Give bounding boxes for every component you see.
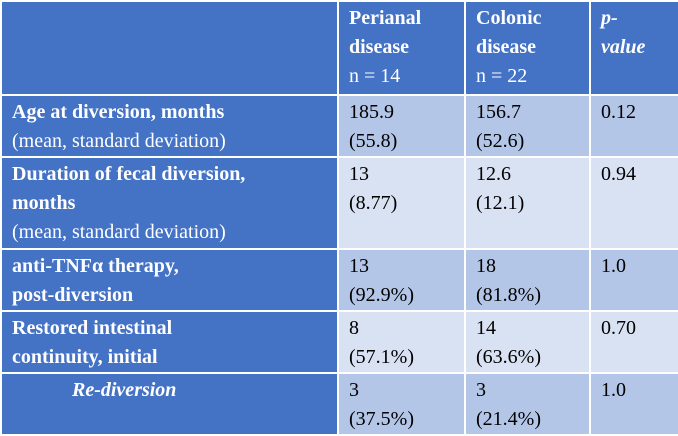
- row-label-line1: Age at diversion, months: [12, 101, 225, 123]
- cell-perianal: 3 (37.5%): [337, 372, 466, 436]
- row-label-line1: Duration of fecal diversion,: [12, 163, 246, 185]
- cell-p-value: 0.70: [589, 310, 678, 374]
- cell-value: 14: [476, 317, 496, 339]
- cell-value: 13: [349, 255, 369, 277]
- cell-colonic: 3 (21.4%): [464, 372, 591, 436]
- cell-value: 12.6: [476, 163, 511, 185]
- cell-detail: (57.1%): [349, 346, 414, 368]
- table-row-age: Age at diversion, months (mean, standard…: [0, 94, 678, 158]
- cell-p-value: 0.12: [589, 94, 678, 158]
- cell-detail: (12.1): [476, 192, 525, 214]
- header-perianal: Perianal disease n = 14: [337, 0, 466, 96]
- row-label-sub: (mean, standard deviation): [12, 221, 226, 243]
- header-perianal-line1: Perianal: [349, 7, 422, 29]
- row-label-line2: post-diversion: [12, 284, 134, 306]
- cell-value: 3: [476, 379, 486, 401]
- cell-p-value: 1.0: [589, 372, 678, 436]
- cell-value: 8: [349, 317, 359, 339]
- cell-perianal: 13 (8.77): [337, 156, 466, 250]
- row-label-age: Age at diversion, months (mean, standard…: [0, 94, 339, 158]
- table-row-restored: Restored intestinal continuity, initial …: [0, 310, 678, 374]
- header-p-value-line2: value: [601, 36, 646, 58]
- cell-detail: (8.77): [349, 192, 398, 214]
- row-label-line2: months: [12, 192, 76, 214]
- table-row-anti-tnf: anti-TNFα therapy, post-diversion 13 (92…: [0, 248, 678, 312]
- cell-detail: (37.5%): [349, 408, 414, 430]
- row-label-line1: Re-diversion: [72, 379, 177, 401]
- row-label-line1: Restored intestinal: [12, 317, 173, 339]
- cell-colonic: 156.7 (52.6): [464, 94, 591, 158]
- cell-value: 3: [349, 379, 359, 401]
- header-colonic-line2: disease: [476, 36, 536, 58]
- row-label-sub: (mean, standard deviation): [12, 130, 226, 152]
- table-row-re-diversion: Re-diversion 3 (37.5%) 3 (21.4%) 1.0: [0, 372, 678, 436]
- row-label-re-diversion: Re-diversion: [0, 372, 339, 436]
- header-perianal-line2: disease: [349, 36, 409, 58]
- header-colonic: Colonic disease n = 22: [464, 0, 591, 96]
- header-colonic-line1: Colonic: [476, 7, 542, 29]
- cell-colonic: 14 (63.6%): [464, 310, 591, 374]
- table-row-duration: Duration of fecal diversion, months (mea…: [0, 156, 678, 250]
- row-label-restored: Restored intestinal continuity, initial: [0, 310, 339, 374]
- header-p-value-line1: p-: [601, 7, 618, 29]
- cell-perianal: 13 (92.9%): [337, 248, 466, 312]
- header-colonic-n: n = 22: [476, 65, 528, 87]
- cell-detail: (81.8%): [476, 284, 541, 306]
- cell-colonic: 18 (81.8%): [464, 248, 591, 312]
- row-label-duration: Duration of fecal diversion, months (mea…: [0, 156, 339, 250]
- cell-value: 18: [476, 255, 496, 277]
- cell-value: 156.7: [476, 101, 521, 123]
- cell-value: 13: [349, 163, 369, 185]
- header-corner-cell: [0, 0, 339, 96]
- cell-colonic: 12.6 (12.1): [464, 156, 591, 250]
- cell-detail: (21.4%): [476, 408, 541, 430]
- cell-perianal: 8 (57.1%): [337, 310, 466, 374]
- cell-p-value: 1.0: [589, 248, 678, 312]
- cell-perianal: 185.9 (55.8): [337, 94, 466, 158]
- cell-detail: (55.8): [349, 130, 398, 152]
- row-label-line2: continuity, initial: [12, 346, 158, 368]
- row-label-line1: anti-TNFα therapy,: [12, 255, 179, 277]
- table-header-row: Perianal disease n = 14 Colonic disease …: [0, 0, 678, 96]
- cell-p-value: 0.94: [589, 156, 678, 250]
- cell-value: 185.9: [349, 101, 394, 123]
- row-label-anti-tnf: anti-TNFα therapy, post-diversion: [0, 248, 339, 312]
- header-p-value: p- value: [589, 0, 678, 96]
- cell-detail: (92.9%): [349, 284, 414, 306]
- cell-detail: (52.6): [476, 130, 525, 152]
- header-perianal-n: n = 14: [349, 65, 401, 87]
- cell-detail: (63.6%): [476, 346, 541, 368]
